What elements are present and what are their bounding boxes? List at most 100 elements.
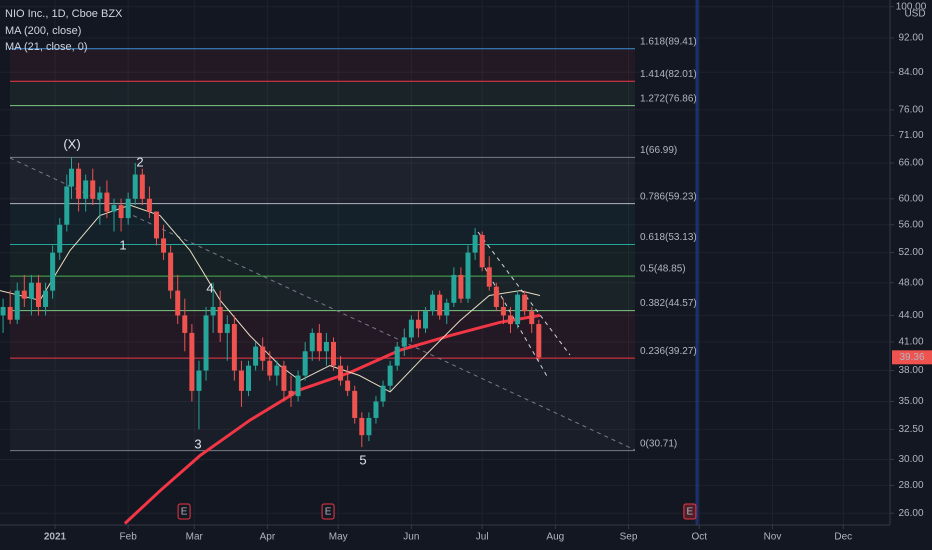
candle-body	[0, 306, 6, 316]
wave-label: 1	[119, 237, 126, 252]
y-tick-label: 66.00	[898, 158, 923, 169]
candle-body	[493, 286, 499, 307]
fib-zone	[10, 157, 635, 204]
candle-body	[210, 306, 216, 316]
last-price-tag	[892, 350, 932, 365]
channel-line	[484, 267, 549, 379]
candle-body	[295, 375, 301, 397]
legend-entry: MA (200, close)	[5, 25, 81, 37]
x-tick-label: Nov	[764, 532, 782, 543]
candle-body	[203, 315, 209, 371]
fib-zones	[10, 48, 635, 452]
candle-body	[43, 290, 49, 307]
candle-body	[415, 319, 421, 329]
candle-body	[161, 238, 167, 253]
candle-body	[231, 324, 237, 371]
candle-body	[139, 174, 145, 199]
candle-body	[125, 198, 131, 219]
y-tick-label: 52.00	[898, 247, 923, 258]
candle-body	[76, 168, 82, 199]
y-tick-label: 44.00	[898, 310, 923, 321]
fib-zone	[10, 358, 635, 451]
candle-body	[387, 365, 393, 386]
x-tick-label: Aug	[546, 532, 564, 543]
last-price-label: 39.36	[899, 352, 924, 363]
x-tick-label: Mar	[186, 532, 204, 543]
y-tick-label: 38.00	[898, 365, 923, 376]
wave-label: 3	[194, 436, 201, 451]
candle-body	[274, 365, 280, 376]
candle-body	[83, 180, 89, 199]
candle-body	[444, 302, 450, 316]
candle-body	[111, 205, 117, 212]
y-tick-label: 41.00	[898, 337, 923, 348]
y-tick-label: 26.00	[898, 508, 923, 519]
fib-zone	[10, 203, 635, 245]
fib-label: 0.382(44.57)	[640, 298, 697, 309]
x-tick-label: May	[329, 532, 348, 543]
candle-body	[28, 282, 34, 299]
candle-body	[401, 337, 407, 347]
y-tick-label: 28.00	[898, 480, 923, 491]
y-tick-label: 84.00	[898, 67, 923, 78]
earnings-label: E	[687, 507, 694, 518]
fib-zone	[10, 276, 635, 311]
candle-body	[408, 319, 414, 338]
candle-body	[486, 267, 492, 287]
candle-body	[168, 252, 174, 291]
candle-body	[182, 315, 188, 333]
candle-body	[175, 290, 181, 316]
candle-body	[90, 180, 96, 199]
moving-average	[123, 313, 541, 525]
candle-body	[536, 324, 542, 358]
candle-body	[430, 294, 436, 312]
price-axis	[890, 0, 932, 550]
fib-zone	[10, 244, 635, 277]
fib-label: 1.618(89.41)	[640, 36, 697, 47]
candle-body	[338, 365, 344, 381]
channel-line	[477, 231, 571, 356]
overlay: 100.00 92.00 84.00 76.00 71.00 66.00 60.00 56.0…	[44, 1, 932, 543]
earnings-marker	[177, 503, 191, 520]
candle-body	[458, 274, 464, 299]
candle-body	[50, 252, 56, 291]
candle-body	[394, 346, 400, 366]
x-tick-label: Feb	[120, 532, 138, 543]
earnings-label: E	[181, 507, 188, 518]
x-tick-label: Jun	[403, 532, 419, 543]
candle-body	[146, 198, 152, 212]
fib-label: 0.786(59.23)	[640, 191, 697, 202]
candle-body	[104, 192, 110, 212]
candle-body	[323, 341, 329, 352]
fib-zone	[10, 105, 635, 158]
x-tick-label: Dec	[834, 532, 852, 543]
wave-label: (X)	[63, 136, 80, 151]
candle-body	[522, 294, 528, 312]
candle-body	[366, 417, 372, 436]
candle-body	[189, 332, 195, 391]
x-tick-label: Apr	[260, 532, 276, 543]
candle-body	[69, 168, 75, 187]
candle-body	[253, 346, 259, 366]
y-tick-label: 30.00	[898, 454, 923, 465]
candle-body	[132, 174, 138, 199]
candle-body	[316, 332, 322, 352]
x-tick-label: Sep	[620, 532, 638, 543]
candle-body	[196, 370, 202, 391]
fib-label: 1.414(82.01)	[640, 69, 697, 80]
candle-body	[309, 332, 315, 352]
x-tick-label: 2021	[44, 532, 67, 543]
currency: USD	[904, 9, 925, 20]
candle-body	[217, 306, 223, 333]
candle-body	[302, 351, 308, 376]
candle-body	[373, 401, 379, 418]
y-tick-label: 32.50	[898, 424, 923, 435]
candle-body	[57, 224, 63, 253]
candle-body	[515, 294, 521, 325]
candle-body	[118, 205, 124, 219]
y-tick-label: 48.00	[898, 277, 923, 288]
y-tick-label: 76.00	[898, 105, 923, 116]
candle-body	[345, 380, 351, 391]
y-tick-label: 60.00	[898, 193, 923, 204]
candle-body	[330, 341, 336, 366]
